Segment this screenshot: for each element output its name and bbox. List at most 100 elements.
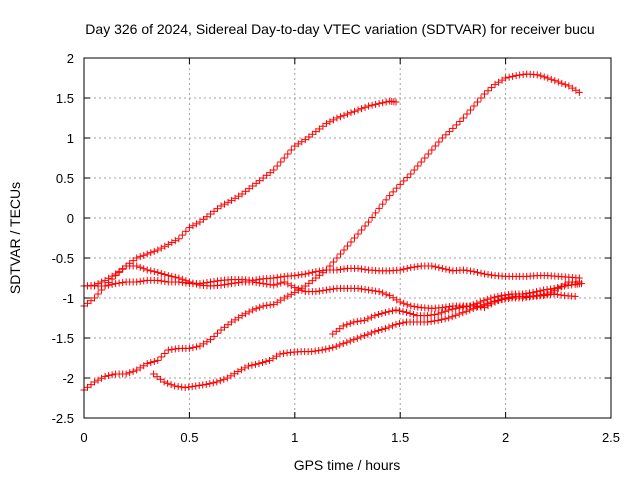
data-point <box>315 287 323 295</box>
data-point <box>203 213 211 221</box>
plot-frame <box>83 57 612 419</box>
data-point <box>228 196 236 204</box>
data-point <box>364 330 372 338</box>
data-point <box>543 285 551 293</box>
data-point <box>301 270 309 278</box>
data-point <box>273 352 281 360</box>
data-point <box>410 166 418 174</box>
data-point <box>161 277 169 285</box>
data-point <box>178 231 186 239</box>
data-point <box>378 325 386 333</box>
data-point <box>357 317 365 325</box>
data-point <box>119 279 127 287</box>
data-point <box>455 304 463 312</box>
data-point <box>350 336 358 344</box>
data-point <box>557 283 565 291</box>
data-point <box>396 298 404 306</box>
data-point <box>280 349 288 357</box>
data-point <box>466 106 474 114</box>
data-point <box>333 266 341 274</box>
data-point <box>230 370 238 378</box>
data-point <box>270 166 278 174</box>
data-point <box>480 297 488 305</box>
data-point <box>192 280 200 288</box>
data-point <box>374 311 382 319</box>
data-point <box>455 310 463 318</box>
data-point <box>360 332 368 340</box>
data-point <box>386 192 394 200</box>
data-point <box>417 158 425 166</box>
data-point <box>368 287 376 295</box>
data-point <box>308 268 316 276</box>
data-point <box>410 311 418 319</box>
y-tick-label: -1 <box>62 291 74 306</box>
data-point <box>361 285 369 293</box>
data-point <box>269 354 277 362</box>
data-point <box>294 140 302 148</box>
data-point <box>189 344 197 352</box>
data-point <box>575 88 583 96</box>
data-point <box>171 237 179 245</box>
data-point <box>287 282 295 290</box>
data-point <box>199 215 207 223</box>
data-point <box>343 338 351 346</box>
data-point <box>140 251 148 259</box>
data-point <box>332 342 340 350</box>
data-point <box>301 136 309 144</box>
data-point <box>406 309 414 317</box>
data-point <box>108 272 116 280</box>
data-point <box>340 111 348 119</box>
data-point <box>196 342 204 350</box>
data-point <box>150 268 158 276</box>
data-point <box>108 280 116 288</box>
data-point <box>319 267 327 275</box>
data-point <box>217 281 225 289</box>
data-point <box>252 279 260 287</box>
data-point <box>182 227 190 235</box>
data-point <box>434 310 442 318</box>
data-point <box>505 73 513 81</box>
data-point <box>522 289 530 297</box>
data-point <box>287 146 295 154</box>
data-point <box>403 308 411 316</box>
data-point <box>540 73 548 81</box>
data-point <box>518 290 526 298</box>
data-point <box>343 321 351 329</box>
data-point <box>259 302 267 310</box>
x-tick-label: 1.5 <box>391 430 409 445</box>
data-point <box>91 378 99 386</box>
data-point <box>448 313 456 321</box>
data-point <box>161 271 169 279</box>
data-point <box>509 72 517 80</box>
data-point <box>483 295 491 303</box>
data-point <box>224 280 232 288</box>
data-point <box>379 200 387 208</box>
data-point <box>119 265 127 273</box>
data-point <box>94 290 102 298</box>
data-point <box>357 333 365 341</box>
data-point <box>284 280 292 288</box>
data-point <box>367 329 375 337</box>
data-point <box>481 90 489 98</box>
data-point <box>568 281 576 289</box>
data-point <box>161 242 169 250</box>
data-point <box>84 383 92 391</box>
data-point <box>147 249 155 257</box>
data-point <box>365 102 373 110</box>
data-point <box>256 303 264 311</box>
data-point <box>252 179 260 187</box>
data-point <box>410 263 418 271</box>
data-point <box>150 370 158 378</box>
y-tick-label: 1 <box>67 131 74 146</box>
data-point <box>346 337 354 345</box>
data-point <box>252 305 260 313</box>
data-point <box>280 278 288 286</box>
data-point <box>470 268 478 276</box>
data-point <box>456 117 464 125</box>
data-point <box>477 269 485 277</box>
data-point <box>365 286 373 294</box>
data-point <box>386 292 394 300</box>
data-point <box>105 372 113 380</box>
data-point <box>311 347 319 355</box>
data-point <box>147 267 155 275</box>
